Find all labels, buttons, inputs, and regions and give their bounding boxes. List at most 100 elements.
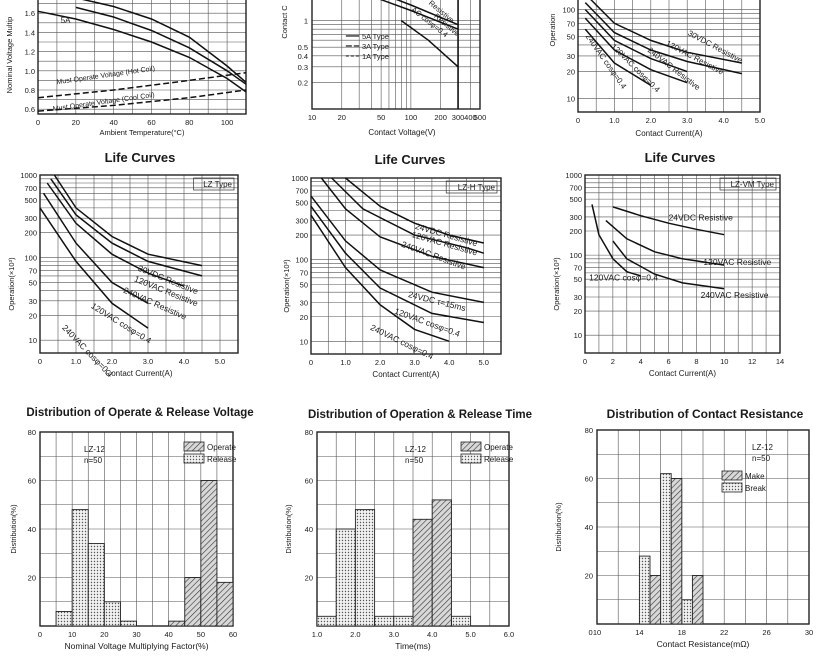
x-axis-label: Nominal Voltage Multiplying Factor(%) (64, 641, 208, 651)
y-tick-label: 0.6 (25, 105, 35, 114)
histogram-bar (412, 518, 433, 627)
chart-dist-time: 20 40 60 80 1.0 2.0 3.0 4.0 5.0 6.0 Time(ms) Distri… (284, 428, 514, 651)
y-tick-label: 50 (300, 280, 308, 289)
y-tick-label: 300 (569, 213, 582, 222)
y-tick-label: 10 (567, 94, 575, 103)
x-tick-label: 2.0 (107, 357, 117, 366)
legend-swatch (183, 453, 205, 464)
series-line (584, 9, 688, 73)
x-tick-label: 4 (639, 357, 643, 366)
annotation-label: 120VAC cosφ=0.4 (589, 273, 658, 283)
series-line (605, 220, 725, 266)
histogram-bar (681, 599, 693, 625)
x-tick-label: 50 (377, 113, 385, 122)
x-axis-label: Contact Voltage(V) (368, 128, 435, 137)
plot-frame (584, 174, 781, 354)
x-tick-label: 40 (109, 118, 117, 127)
y-tick-label: 40 (305, 525, 313, 534)
y-tick-label: 700 (295, 187, 308, 196)
x-axis-label: Ambient Temperature(°C) (100, 128, 185, 137)
y-tick-label: 0.4 (298, 52, 308, 61)
y-axis-label: Distribution(%) (9, 504, 18, 554)
sample-label: n=50 (752, 454, 771, 463)
sample-label: LZ-12 (84, 445, 105, 454)
y-tick-label: 70 (29, 266, 37, 275)
x-tick-label: 10 (720, 357, 728, 366)
y-axis-label: Operation(×10³) (7, 257, 16, 311)
y-axis-label: Distribution(%) (554, 502, 563, 552)
y-tick-label: 30 (574, 293, 582, 302)
sample-label: n=50 (84, 456, 103, 465)
y-tick-label: 20 (585, 572, 593, 581)
legend-label: Operate (484, 443, 513, 452)
plot-frame (310, 177, 502, 355)
y-tick-label: 500 (24, 196, 37, 205)
plot-frame (311, 0, 481, 110)
series-line (584, 17, 688, 84)
histogram-bar (649, 575, 662, 625)
y-tick-label: 200 (569, 227, 582, 236)
series-line (584, 28, 652, 86)
annotation-label: 240VAC Resistive (701, 290, 769, 300)
chart-title-lz: Life Curves (104, 150, 176, 165)
histogram-bar (354, 509, 376, 627)
x-tick-label: 6 (666, 357, 670, 366)
histogram-bar (691, 575, 704, 625)
y-tick-label: 30 (300, 298, 308, 307)
x-tick-label: 100 (221, 118, 234, 127)
type-box-frame (445, 180, 498, 194)
y-tick-label: 1000 (20, 171, 37, 180)
legend-label: Break (745, 484, 767, 493)
legend-swatch (183, 441, 205, 452)
series-line (310, 214, 450, 343)
x-tick-label: 4.0 (179, 357, 189, 366)
legend-swatch (721, 482, 743, 493)
y-tick-label: 20 (574, 307, 582, 316)
x-tick-label: 0 (576, 116, 580, 125)
histogram-bar (184, 577, 202, 627)
histogram-bar (103, 601, 121, 627)
histogram-bar (87, 543, 105, 627)
series-line (395, 0, 459, 26)
legend-label: 1A Type (362, 52, 389, 61)
x-tick-label: 0 (583, 357, 587, 366)
x-tick-label: 0 (38, 630, 42, 639)
y-tick-label: 30 (29, 297, 37, 306)
chart-dist-voltage: 20 40 60 80 0 10 20 30 40 50 60 Nominal Voltage Mul… (9, 428, 237, 651)
histogram-bar (71, 509, 89, 627)
type-box-label: LZ-H Type (458, 183, 496, 192)
type-box-label: LZ Type (203, 180, 232, 189)
chart-temperature-voltage: 0.6 0.8 1.0 1.2 1.4 1.6 0 20 40 60 80 100 Ambient Te… (5, 0, 247, 137)
y-tick-label: 500 (295, 199, 308, 208)
y-tick-label: 20 (29, 311, 37, 320)
y-tick-label: 0.2 (298, 78, 308, 87)
histogram-bar (393, 615, 414, 627)
x-axis-label: Contact Current(A) (105, 369, 172, 378)
series-line (400, 19, 459, 68)
x-tick-label: 20 (338, 113, 346, 122)
annotation-label: 120VAC Resistive (703, 257, 771, 267)
y-tick-label: 0.3 (298, 63, 308, 72)
histogram-bar (168, 620, 186, 627)
legend-swatch (460, 441, 482, 452)
y-tick-label: 300 (24, 214, 37, 223)
y-tick-label: 1.4 (25, 28, 35, 37)
series-line (37, 89, 247, 112)
x-axis-label: Contact Current(A) (649, 369, 716, 378)
series-line (50, 178, 203, 277)
plot-frame (577, 0, 761, 113)
legend-label: Release (207, 455, 237, 464)
y-axis-label: Operation(×10³) (552, 257, 561, 311)
annotation-label: 120VAC cosφ=0.4 (89, 301, 153, 346)
histogram-bar (200, 480, 218, 627)
y-axis-label: Nominal Voltage Multip (5, 17, 14, 94)
y-tick-label: 20 (567, 68, 575, 77)
x-tick-label: 4.0 (718, 116, 728, 125)
y-tick-label: 0.5 (298, 43, 308, 52)
y-axis-label: Operation(×10³) (282, 259, 291, 313)
y-tick-label: 80 (305, 428, 313, 437)
x-tick-label: 2 (611, 357, 615, 366)
histogram-bar (316, 615, 337, 627)
